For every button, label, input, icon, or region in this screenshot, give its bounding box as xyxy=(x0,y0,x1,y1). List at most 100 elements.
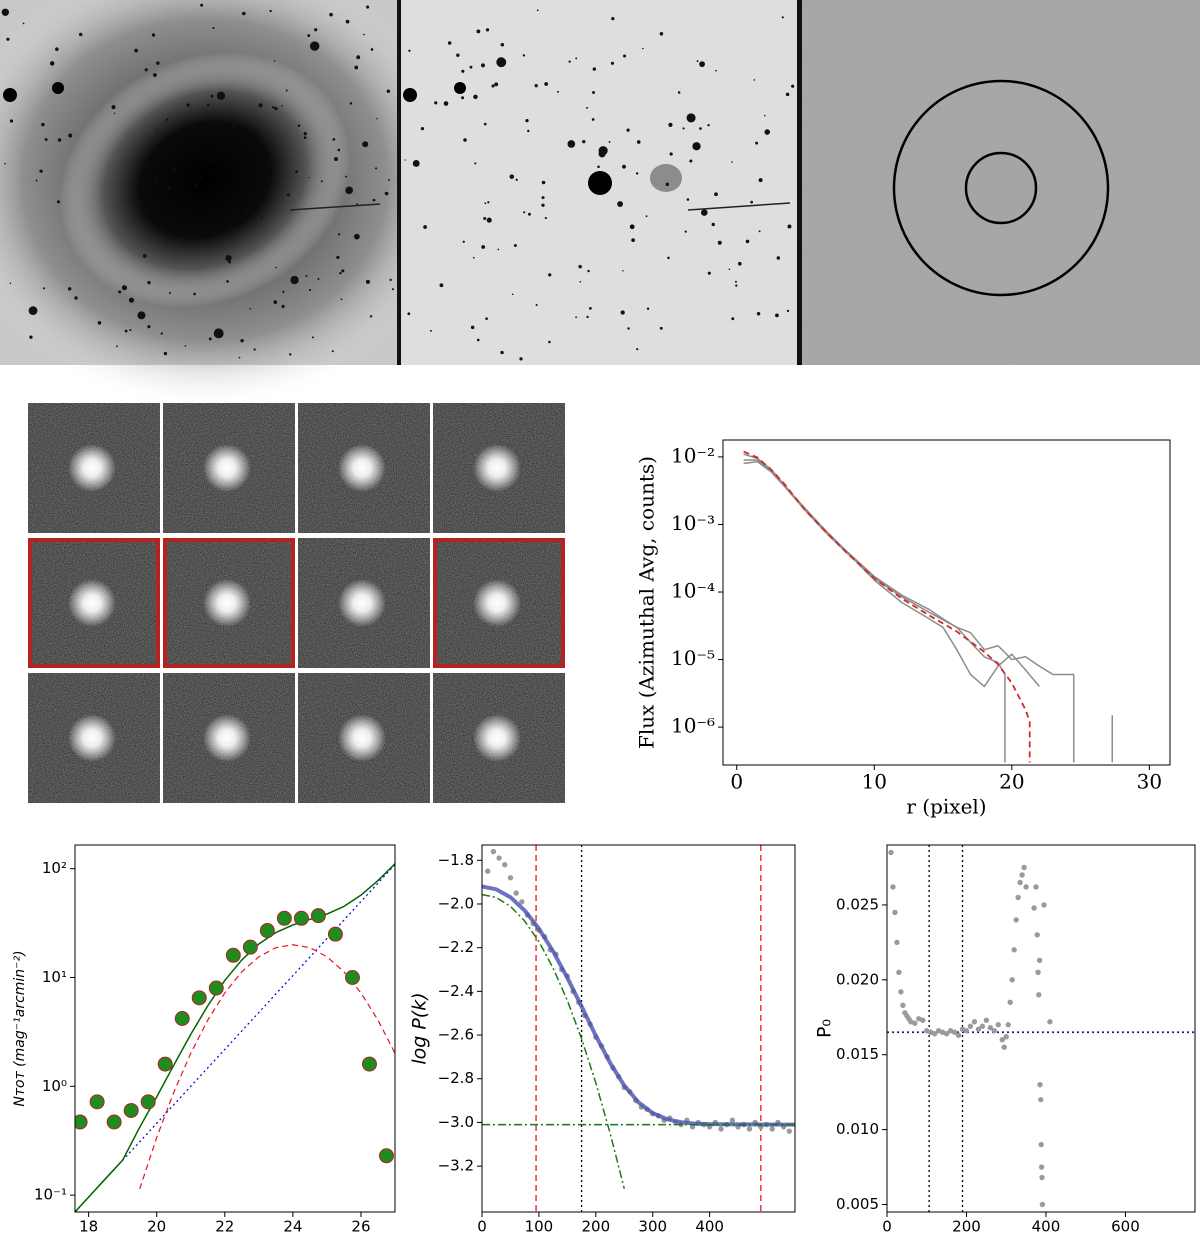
source xyxy=(472,256,475,259)
source xyxy=(228,260,231,264)
point xyxy=(718,1126,724,1132)
source xyxy=(714,192,718,197)
source xyxy=(500,350,504,355)
point xyxy=(888,849,894,856)
source xyxy=(308,176,310,179)
source xyxy=(622,54,626,58)
source xyxy=(349,102,353,105)
point xyxy=(975,1026,982,1032)
source xyxy=(476,29,481,34)
point xyxy=(513,890,519,896)
source xyxy=(366,5,370,9)
charts: 0 10 20 30 10⁻² 10⁻³ 10⁻⁴ 10⁻⁵ 10⁻⁶ r (pixel) Flux… xyxy=(12,439,1196,1233)
y-tick-label: 0.015 xyxy=(836,1045,879,1063)
source xyxy=(153,73,157,77)
series-line xyxy=(743,459,1075,763)
sources xyxy=(1,3,795,361)
source xyxy=(586,106,589,109)
source xyxy=(155,159,157,162)
y-tick-label: 10¹ xyxy=(42,968,67,986)
point xyxy=(496,855,502,861)
source xyxy=(523,211,526,214)
source xyxy=(686,113,696,123)
y-tick-label: −2.2 xyxy=(438,938,474,956)
source xyxy=(68,287,72,291)
source xyxy=(758,178,763,183)
source xyxy=(534,84,538,88)
point xyxy=(225,947,241,963)
series-line xyxy=(75,863,395,1212)
source xyxy=(249,308,252,310)
source xyxy=(622,270,624,272)
source xyxy=(244,209,248,213)
y-axis-label: Nᴛᴏᴛ (mag⁻¹arcmin⁻²) xyxy=(12,950,28,1106)
source xyxy=(74,296,78,300)
source xyxy=(320,180,323,183)
source xyxy=(166,118,169,121)
source xyxy=(665,182,670,187)
star xyxy=(338,444,386,492)
source xyxy=(282,290,285,293)
source xyxy=(484,202,487,205)
source xyxy=(485,317,488,320)
source xyxy=(9,119,14,123)
source xyxy=(212,26,215,30)
source xyxy=(362,141,369,148)
source xyxy=(369,315,373,318)
source xyxy=(541,196,545,200)
source xyxy=(486,217,492,223)
point xyxy=(208,980,224,996)
series-line xyxy=(482,893,625,1189)
point xyxy=(361,1056,377,1072)
source xyxy=(578,264,582,269)
point xyxy=(1037,1081,1043,1088)
source xyxy=(128,297,135,303)
source xyxy=(434,101,438,105)
point xyxy=(75,1114,88,1130)
source xyxy=(386,89,391,93)
source xyxy=(226,280,229,283)
x-tick-label: 100 xyxy=(525,1218,554,1233)
source xyxy=(511,293,514,296)
source xyxy=(139,199,143,202)
source xyxy=(238,356,241,359)
source xyxy=(134,48,138,53)
source xyxy=(336,255,340,260)
y-tick-label: 10⁻⁶ xyxy=(671,714,715,738)
source xyxy=(303,131,307,136)
point xyxy=(995,1022,1001,1028)
source xyxy=(56,200,60,204)
top-images xyxy=(0,0,1200,410)
source xyxy=(28,306,38,315)
star xyxy=(338,714,386,762)
source xyxy=(113,112,116,115)
source xyxy=(668,122,673,127)
point xyxy=(1047,1019,1053,1025)
source xyxy=(345,175,348,178)
source xyxy=(212,159,215,162)
point xyxy=(157,1056,173,1072)
source xyxy=(485,28,490,32)
trail xyxy=(687,202,791,211)
source xyxy=(461,96,465,100)
source xyxy=(297,124,301,128)
y-tick-label: 0.005 xyxy=(836,1195,879,1213)
source xyxy=(147,280,151,285)
axes-frame xyxy=(74,844,396,1213)
point xyxy=(344,969,360,985)
source xyxy=(592,67,596,71)
source xyxy=(500,42,505,47)
x-tick-label: 22 xyxy=(215,1218,234,1233)
y-tick-label: 0.025 xyxy=(836,895,879,913)
x-tick-label: 200 xyxy=(581,1218,610,1233)
source xyxy=(622,164,626,169)
source xyxy=(544,82,549,86)
source xyxy=(586,315,589,319)
selected-frame xyxy=(28,538,160,668)
chart: 0 100 200 300 400 −1.8 −2.0 −2.2 −2.4 −2.6 −2.8 −3.… xyxy=(409,844,796,1233)
source xyxy=(274,106,278,111)
source xyxy=(357,236,360,238)
bright-source xyxy=(3,88,17,102)
source xyxy=(541,203,545,207)
source xyxy=(635,172,639,175)
